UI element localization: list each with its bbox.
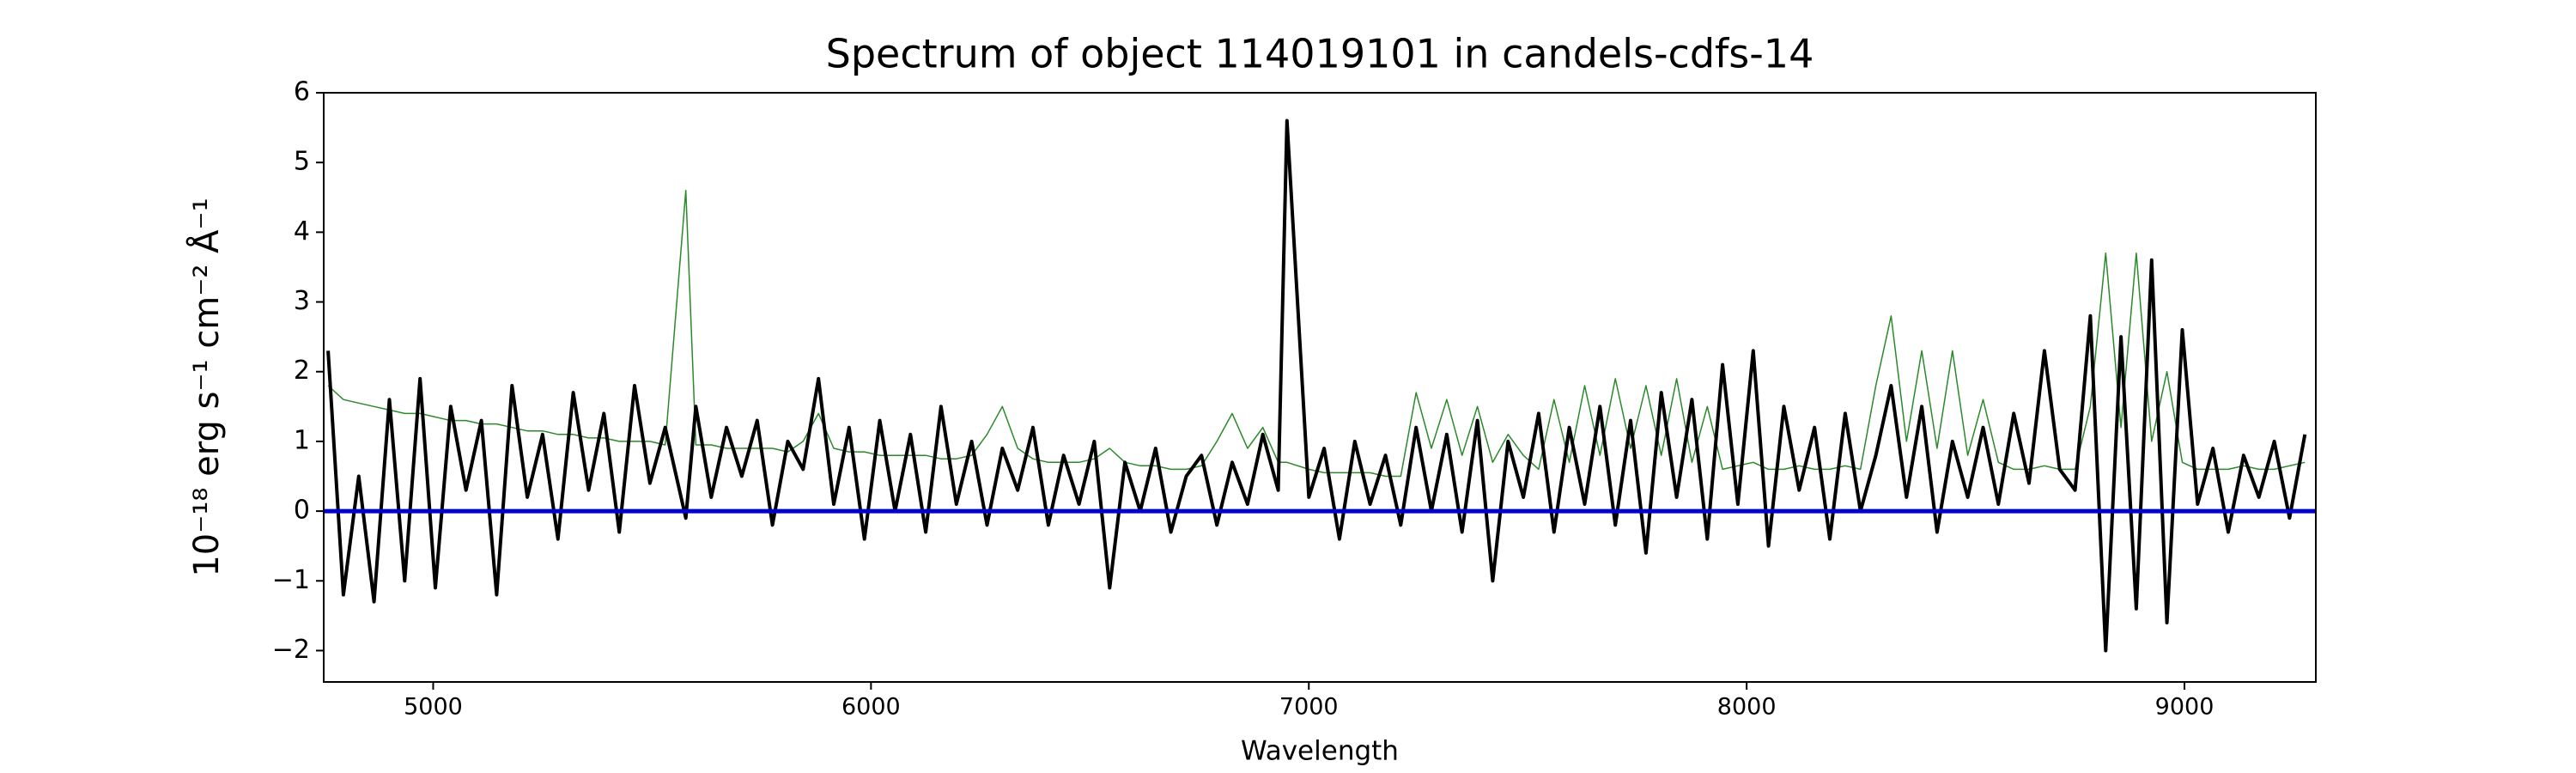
series-line <box>326 119 2307 653</box>
y-tick-label: 5 <box>294 147 310 177</box>
x-tick-label: 6000 <box>841 694 901 721</box>
x-tick-label: 7000 <box>1279 694 1339 721</box>
y-tick-label: 6 <box>294 77 310 107</box>
y-tick-label: 4 <box>294 216 310 247</box>
plot-frame <box>323 92 2317 683</box>
y-tick-label: −2 <box>272 635 310 665</box>
y-tick-label: 2 <box>294 356 310 386</box>
y-tick-label: −1 <box>272 565 310 595</box>
x-tick-label: 9000 <box>2155 694 2215 721</box>
y-axis-label: 10⁻¹⁸ erg s⁻¹ cm⁻² Å⁻¹ <box>185 198 227 576</box>
x-axis-label: Wavelength <box>1241 736 1399 767</box>
y-tick-label: 0 <box>294 496 310 526</box>
chart-title: Spectrum of object 114019101 in candels-… <box>826 31 1814 77</box>
x-tick-label: 8000 <box>1717 694 1777 721</box>
series-line <box>327 189 2306 478</box>
x-tick-label: 5000 <box>404 694 463 721</box>
y-tick-label: 1 <box>294 425 310 455</box>
y-tick-label: 3 <box>294 286 310 316</box>
plot-area <box>324 119 2316 653</box>
